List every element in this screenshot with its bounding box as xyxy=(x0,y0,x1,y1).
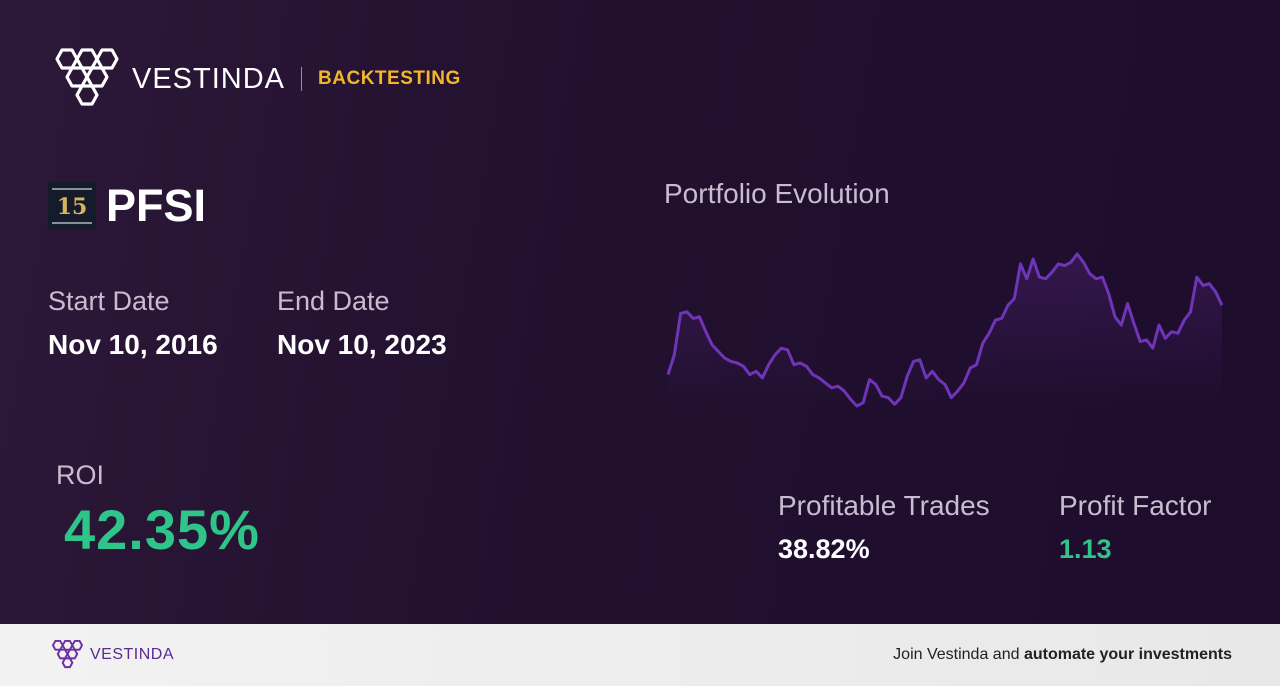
brand-name: VESTINDA xyxy=(132,62,286,95)
profitable-trades-value: 38.82% xyxy=(778,534,870,564)
footer-bar: VESTINDA Join Vestinda and automate your… xyxy=(0,624,1280,686)
portfolio-line xyxy=(666,252,1224,408)
end-date-block: End Date Nov 10, 2023 xyxy=(277,286,447,361)
logo-text-bar xyxy=(52,222,92,224)
profit-factor-value: 1.13 xyxy=(1059,534,1112,564)
vestinda-logo-icon xyxy=(55,48,119,106)
vestinda-logo-icon xyxy=(51,639,83,669)
asset-logo-icon: 15 xyxy=(48,182,96,230)
profitable-trades-label: Profitable Trades xyxy=(778,490,990,521)
chart-title: Portfolio Evolution xyxy=(664,178,890,209)
cta-bold: automate your investments xyxy=(1023,646,1232,663)
cta-prefix: Join Vestinda and xyxy=(893,646,1024,663)
profit-factor-block: Profit Factor 1.13 xyxy=(1059,490,1211,565)
asset-logo-number: 15 xyxy=(56,194,88,220)
logo-text-bar xyxy=(52,188,92,190)
roi-value: 42.35% xyxy=(64,498,260,561)
start-date-value: Nov 10, 2016 xyxy=(48,329,218,360)
start-date-label: Start Date xyxy=(48,286,170,316)
roi-block: ROI 42.35% xyxy=(56,460,260,562)
footer-cta-link[interactable]: Join Vestinda and automate your investme… xyxy=(893,646,1232,664)
brand-divider xyxy=(301,67,303,91)
profitable-trades-block: Profitable Trades 38.82% xyxy=(778,490,990,565)
footer-brand-link[interactable]: VESTINDA xyxy=(48,639,174,671)
brand-header: VESTINDA BACKTESTING xyxy=(48,46,461,112)
section-label: BACKTESTING xyxy=(318,68,461,89)
footer-brand-name: VESTINDA xyxy=(90,646,175,663)
profit-factor-label: Profit Factor xyxy=(1059,490,1212,521)
roi-label: ROI xyxy=(56,460,105,490)
start-date-block: Start Date Nov 10, 2016 xyxy=(48,286,218,361)
portfolio-chart xyxy=(666,252,1224,408)
hero-panel: VESTINDA BACKTESTING 15 PFSI Start Date … xyxy=(0,0,1280,624)
end-date-label: End Date xyxy=(277,286,390,316)
ticker-symbol: PFSI xyxy=(106,180,207,231)
asset-header: 15 PFSI xyxy=(48,180,206,232)
end-date-value: Nov 10, 2023 xyxy=(277,329,447,360)
